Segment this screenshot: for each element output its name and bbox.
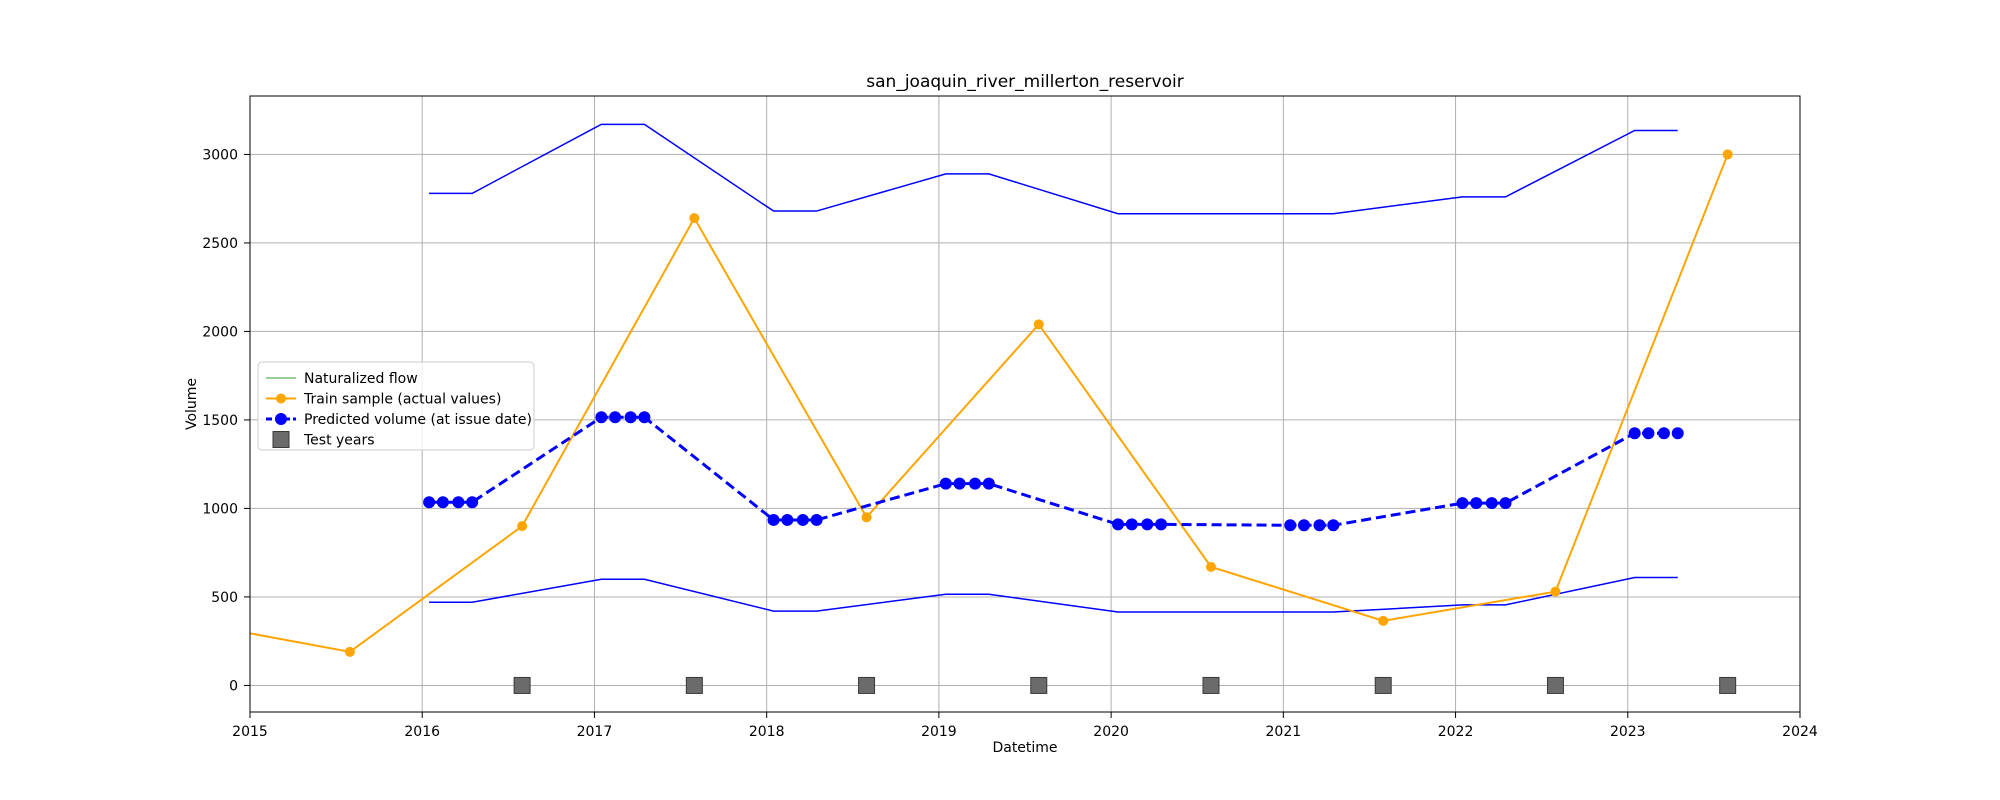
series-clip-group xyxy=(250,123,1737,694)
y-ticks: 0 500 1000 1500 2000 2500 3000 xyxy=(202,147,250,694)
train-sample-point xyxy=(1206,561,1216,572)
predicted-volume-point xyxy=(609,411,622,424)
legend-box xyxy=(257,361,535,451)
test-year-marker xyxy=(1719,676,1737,694)
predicted-volume-point xyxy=(1628,427,1641,440)
predicted-volume-point xyxy=(436,496,449,509)
predicted-volume-point xyxy=(810,513,823,526)
predicted-volume-point xyxy=(796,513,809,526)
predicted-volume-point xyxy=(1298,519,1310,532)
y-tick-label: 0 xyxy=(229,678,238,694)
predicted-volume-point xyxy=(1456,497,1469,510)
y-tick-label: 500 xyxy=(211,590,238,606)
predicted-volume-point xyxy=(423,496,436,509)
train-sample-point xyxy=(517,521,528,532)
predicted-volume-point xyxy=(452,496,465,509)
x-ticks: 2015 2016 2017 2018 2019 2020 2021 2022 2023 2024 xyxy=(232,712,1818,740)
predicted-volume-point xyxy=(1284,519,1297,532)
train-sample-point xyxy=(1378,615,1389,626)
legend-label: Naturalized flow xyxy=(304,371,418,387)
predicted-volume-point xyxy=(595,411,608,424)
predicted-volume-point xyxy=(624,411,637,424)
predicted-volume-point xyxy=(1155,518,1168,531)
legend-swatch-marker xyxy=(275,413,287,425)
x-tick-label: 2021 xyxy=(1266,724,1302,740)
train-sample-point xyxy=(1033,319,1044,330)
x-tick-label: 2016 xyxy=(404,724,440,740)
train-sample-point xyxy=(1722,149,1733,160)
x-tick-label: 2022 xyxy=(1438,724,1474,740)
predicted-volume-point xyxy=(638,411,651,424)
predicted-volume-point xyxy=(781,513,794,526)
x-tick-label: 2023 xyxy=(1610,724,1646,740)
legend-swatch-marker xyxy=(276,393,286,404)
x-tick-label: 2018 xyxy=(749,724,785,740)
predicted-volume-point xyxy=(1642,427,1655,440)
train-sample-point xyxy=(861,512,872,523)
y-tick-label: 1500 xyxy=(202,413,238,429)
legend-item: Test years xyxy=(272,431,375,449)
legend-item: Train sample (actual values) xyxy=(266,392,501,408)
x-tick-label: 2017 xyxy=(577,724,613,740)
predicted-volume-point xyxy=(1671,427,1684,440)
predicted-volume-point xyxy=(953,477,966,490)
predicted-volume-point xyxy=(1112,518,1124,531)
y-tick-label: 2000 xyxy=(202,324,238,340)
legend-label: Train sample (actual values) xyxy=(303,392,501,408)
predicted-volume-point xyxy=(1313,519,1326,532)
predicted-volume-point xyxy=(1499,497,1512,510)
predicted-volume-point xyxy=(1125,518,1138,531)
predicted-volume-point xyxy=(1141,518,1154,531)
legend-label: Test years xyxy=(303,433,375,449)
test-year-marker xyxy=(1546,676,1564,694)
predicted-volume-point xyxy=(1327,519,1340,532)
x-tick-label: 2020 xyxy=(1093,724,1129,740)
y-axis-label: Volume xyxy=(184,378,200,430)
legend-label: Predicted volume (at issue date) xyxy=(304,412,532,428)
predicted-volume-point xyxy=(1657,427,1670,440)
predicted-volume-point xyxy=(939,477,952,490)
train-sample-point xyxy=(344,646,355,657)
legend-item: Predicted volume (at issue date) xyxy=(266,412,532,428)
x-tick-label: 2024 xyxy=(1782,724,1818,740)
predicted-volume-point xyxy=(466,496,479,509)
test-year-marker xyxy=(858,676,876,694)
train-sample-line xyxy=(250,154,1729,653)
legend-swatch xyxy=(272,431,290,448)
test-year-marker xyxy=(685,676,703,694)
train-sample-point xyxy=(689,213,700,224)
predicted-volume-point xyxy=(982,477,995,490)
plot-frame xyxy=(249,95,1801,713)
x-tick-label: 2015 xyxy=(232,724,268,740)
y-tick-label: 1000 xyxy=(202,501,238,517)
predicted-volume-point xyxy=(1470,497,1483,510)
x-axis-label: Datetime xyxy=(992,740,1057,756)
lower-bound-line xyxy=(429,576,1678,613)
series-layer xyxy=(250,123,1737,694)
legend: Naturalized flow Train sample (actual val… xyxy=(257,361,535,451)
test-year-marker xyxy=(513,676,531,694)
test-year-marker xyxy=(1030,676,1048,694)
legend-item: Naturalized flow xyxy=(266,371,418,387)
upper-bound-line xyxy=(429,123,1678,215)
predicted-volume-point xyxy=(1485,497,1498,510)
y-tick-label: 3000 xyxy=(202,147,238,163)
predicted-volume-point xyxy=(767,513,780,526)
train-sample-point xyxy=(1550,586,1561,597)
x-tick-label: 2019 xyxy=(921,724,957,740)
predicted-volume-line xyxy=(429,415,1678,527)
predicted-volume-point xyxy=(969,477,982,490)
test-year-marker xyxy=(1202,676,1220,694)
chart-title: san_joaquin_river_millerton_reservoir xyxy=(866,72,1183,92)
test-year-marker xyxy=(1374,676,1392,694)
y-tick-label: 2500 xyxy=(202,236,238,252)
